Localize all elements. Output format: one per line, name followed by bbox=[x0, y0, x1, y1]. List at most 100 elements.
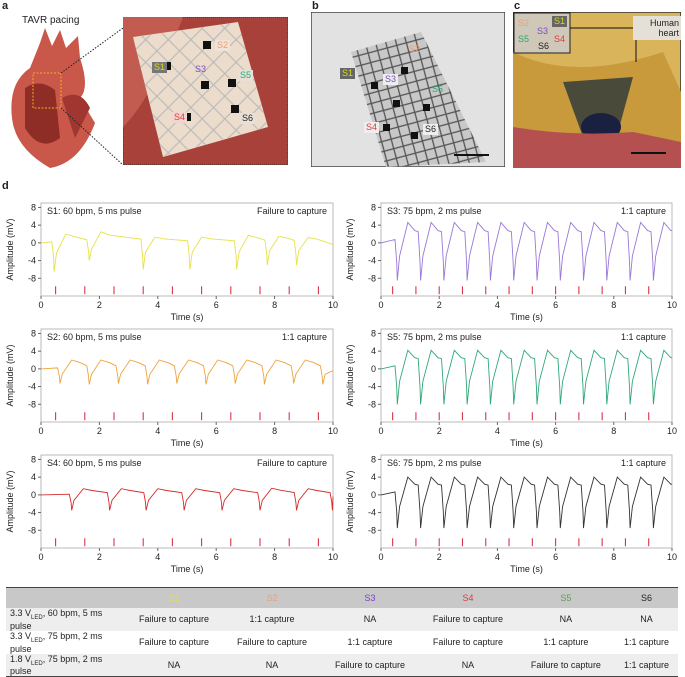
x-tick-label: 0 bbox=[38, 300, 43, 310]
x-tick-label: 2 bbox=[97, 300, 102, 310]
x-tick-label: 10 bbox=[328, 300, 338, 310]
inset-tag-s2: S2 bbox=[215, 40, 231, 51]
panel-label-c: c bbox=[514, 0, 521, 12]
photo-tag-s3: S3 bbox=[383, 74, 399, 85]
header-s2: S2 bbox=[222, 587, 321, 608]
table-cell: 1:1 capture bbox=[614, 653, 678, 677]
chart-title: S6: 75 bpm, 2 ms pulse bbox=[387, 458, 482, 468]
y-axis-label: Amplitude (mV) bbox=[5, 470, 15, 532]
y-tick-label: 0 bbox=[371, 364, 376, 374]
zoom-box bbox=[32, 72, 62, 109]
capture-status: 1:1 capture bbox=[621, 332, 666, 342]
capture-status: Failure to capture bbox=[257, 206, 327, 216]
row-label: 3.3 VLED, 60 bpm, 5 ms pulse bbox=[6, 608, 125, 631]
table-cell: 1:1 capture bbox=[347, 637, 393, 648]
table-cell: Failure to capture bbox=[516, 653, 615, 677]
x-axis-label: Time (s) bbox=[171, 312, 204, 322]
y-tick-label: -4 bbox=[28, 508, 36, 518]
heart-tag-s5: S5 bbox=[518, 34, 530, 44]
row-settings: , 75 bpm, 2 ms pulse bbox=[10, 653, 103, 677]
x-tick-label: 4 bbox=[155, 552, 160, 562]
plot-frame bbox=[380, 202, 673, 297]
chart-title: S4: 60 bpm, 5 ms pulse bbox=[47, 458, 142, 468]
y-tick-label: -8 bbox=[28, 399, 36, 409]
x-tick-label: 0 bbox=[378, 426, 383, 436]
x-tick-label: 6 bbox=[214, 426, 219, 436]
x-tick-label: 6 bbox=[553, 552, 558, 562]
capture-status: Failure to capture bbox=[257, 458, 327, 468]
x-tick-label: 6 bbox=[214, 300, 219, 310]
table-cell: 1:1 capture bbox=[623, 637, 669, 648]
row-settings: , 75 bpm, 2 ms pulse bbox=[10, 630, 103, 654]
x-axis-label: Time (s) bbox=[171, 438, 204, 448]
y-tick-label: 8 bbox=[371, 328, 376, 338]
x-tick-label: 2 bbox=[437, 300, 442, 310]
x-tick-label: 6 bbox=[553, 300, 558, 310]
y-tick-label: 0 bbox=[31, 238, 36, 248]
header-s3: S3 bbox=[320, 587, 419, 608]
x-tick-label: 8 bbox=[611, 552, 616, 562]
y-tick-label: 0 bbox=[31, 364, 36, 374]
x-tick-label: 4 bbox=[495, 552, 500, 562]
heart-illustration bbox=[11, 28, 124, 168]
y-axis-label: Amplitude (mV) bbox=[345, 218, 355, 280]
y-tick-label: 4 bbox=[371, 346, 376, 356]
table-cell: Failure to capture bbox=[125, 608, 223, 631]
table-cell: Failure to capture bbox=[418, 608, 517, 631]
tavr-inset-illustration bbox=[123, 17, 288, 165]
plot-frame bbox=[40, 202, 334, 297]
x-tick-label: 4 bbox=[155, 300, 160, 310]
panel-label-b: b bbox=[312, 0, 319, 12]
x-axis-label: Time (s) bbox=[510, 438, 543, 448]
y-tick-label: -4 bbox=[368, 382, 376, 392]
y-tick-label: 4 bbox=[371, 220, 376, 230]
x-tick-label: 8 bbox=[272, 552, 277, 562]
header-s4: S4 bbox=[418, 587, 517, 608]
table-header-row: S1 S2 S3 S4 S5 S6 bbox=[6, 587, 678, 608]
header-s1: S1 bbox=[125, 587, 223, 608]
table-cell: Failure to capture bbox=[236, 637, 307, 648]
plot-frame bbox=[380, 454, 673, 549]
y-tick-label: 0 bbox=[371, 490, 376, 500]
ecg-trace-s1 bbox=[40, 231, 334, 272]
table-cell: 1:1 capture bbox=[543, 637, 589, 648]
photo-tag-s6: S6 bbox=[423, 124, 439, 135]
header-blank bbox=[6, 587, 125, 608]
table-row: 3.3 VLED, 75 bpm, 2 ms pulse Failure to … bbox=[6, 631, 678, 654]
row-settings: , 60 bpm, 5 ms pulse bbox=[10, 608, 103, 631]
x-axis-label: Time (s) bbox=[510, 312, 543, 322]
x-tick-label: 8 bbox=[611, 300, 616, 310]
y-axis-label: Amplitude (mV) bbox=[5, 218, 15, 280]
capture-status: 1:1 capture bbox=[282, 332, 327, 342]
x-axis-label: Time (s) bbox=[510, 564, 543, 574]
y-tick-label: -8 bbox=[368, 273, 376, 283]
y-axis-label: Amplitude (mV) bbox=[345, 470, 355, 532]
y-tick-label: 4 bbox=[31, 346, 36, 356]
photo-tag-s5: S5 bbox=[432, 84, 444, 94]
y-tick-label: -8 bbox=[368, 399, 376, 409]
table-cell: Failure to capture bbox=[432, 637, 503, 648]
photo-tag-s2: S2 bbox=[409, 44, 421, 54]
y-axis-label: Amplitude (mV) bbox=[5, 344, 15, 406]
y-tick-label: 8 bbox=[31, 328, 36, 338]
table-cell: NA bbox=[516, 608, 615, 631]
row-voltage-sub: LED bbox=[31, 637, 43, 644]
row-label: 3.3 VLED, 75 bpm, 2 ms pulse bbox=[6, 631, 125, 654]
y-tick-label: 4 bbox=[31, 220, 36, 230]
y-tick-label: 0 bbox=[31, 490, 36, 500]
ecg-trace-s2 bbox=[40, 359, 334, 385]
ecg-trace-s5 bbox=[380, 349, 672, 405]
x-axis-label: Time (s) bbox=[171, 564, 204, 574]
panel-label-a: a bbox=[2, 0, 9, 12]
y-tick-label: 8 bbox=[371, 202, 376, 212]
y-tick-label: 8 bbox=[31, 202, 36, 212]
y-tick-label: -8 bbox=[368, 525, 376, 535]
chart-title: S1: 60 bpm, 5 ms pulse bbox=[47, 206, 142, 216]
x-tick-label: 0 bbox=[38, 426, 43, 436]
heart-tag-s3: S3 bbox=[537, 26, 549, 36]
plot-frame bbox=[380, 328, 673, 423]
x-tick-label: 2 bbox=[97, 552, 102, 562]
x-tick-label: 0 bbox=[378, 300, 383, 310]
heart-chamber-right bbox=[62, 94, 90, 138]
table-cell: NA bbox=[320, 608, 419, 631]
